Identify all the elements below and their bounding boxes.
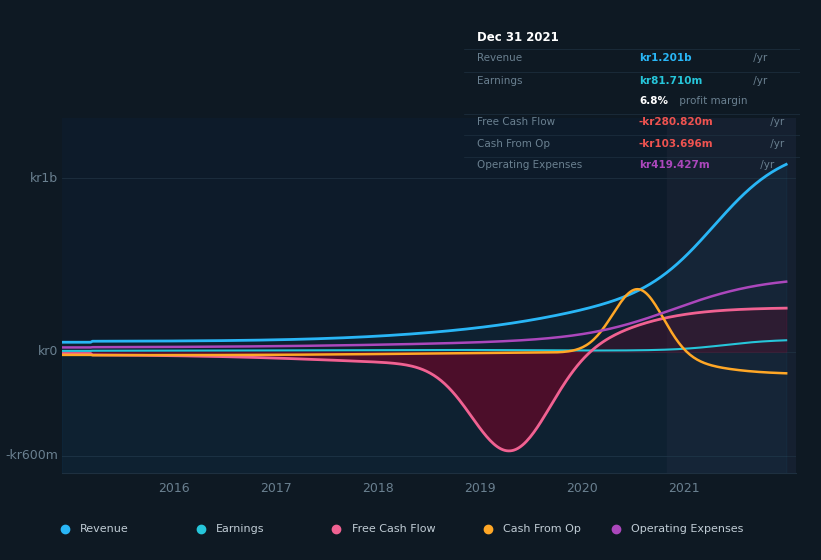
Text: /yr: /yr	[767, 117, 784, 127]
Text: /yr: /yr	[767, 138, 784, 148]
Text: 6.8%: 6.8%	[639, 96, 668, 106]
Text: Free Cash Flow: Free Cash Flow	[477, 117, 556, 127]
Text: Revenue: Revenue	[80, 524, 128, 534]
Text: -kr280.820m: -kr280.820m	[639, 117, 713, 127]
Text: /yr: /yr	[757, 160, 774, 170]
Text: kr81.710m: kr81.710m	[639, 76, 702, 86]
Text: /yr: /yr	[750, 53, 768, 63]
Text: profit margin: profit margin	[676, 96, 747, 106]
Text: Revenue: Revenue	[477, 53, 522, 63]
Text: /yr: /yr	[750, 76, 768, 86]
Text: kr0: kr0	[38, 346, 58, 358]
Bar	[667, 118, 821, 473]
Text: -kr600m: -kr600m	[5, 449, 58, 463]
Text: Earnings: Earnings	[216, 524, 264, 534]
Text: Cash From Op: Cash From Op	[502, 524, 580, 534]
Text: Dec 31 2021: Dec 31 2021	[477, 31, 559, 44]
Text: kr1b: kr1b	[30, 172, 58, 185]
Text: Earnings: Earnings	[477, 76, 523, 86]
Text: -kr103.696m: -kr103.696m	[639, 138, 713, 148]
Text: Operating Expenses: Operating Expenses	[477, 160, 583, 170]
Text: kr1.201b: kr1.201b	[639, 53, 691, 63]
Text: Cash From Op: Cash From Op	[477, 138, 550, 148]
Text: Operating Expenses: Operating Expenses	[631, 524, 744, 534]
Text: Free Cash Flow: Free Cash Flow	[351, 524, 435, 534]
Text: kr419.427m: kr419.427m	[639, 160, 709, 170]
